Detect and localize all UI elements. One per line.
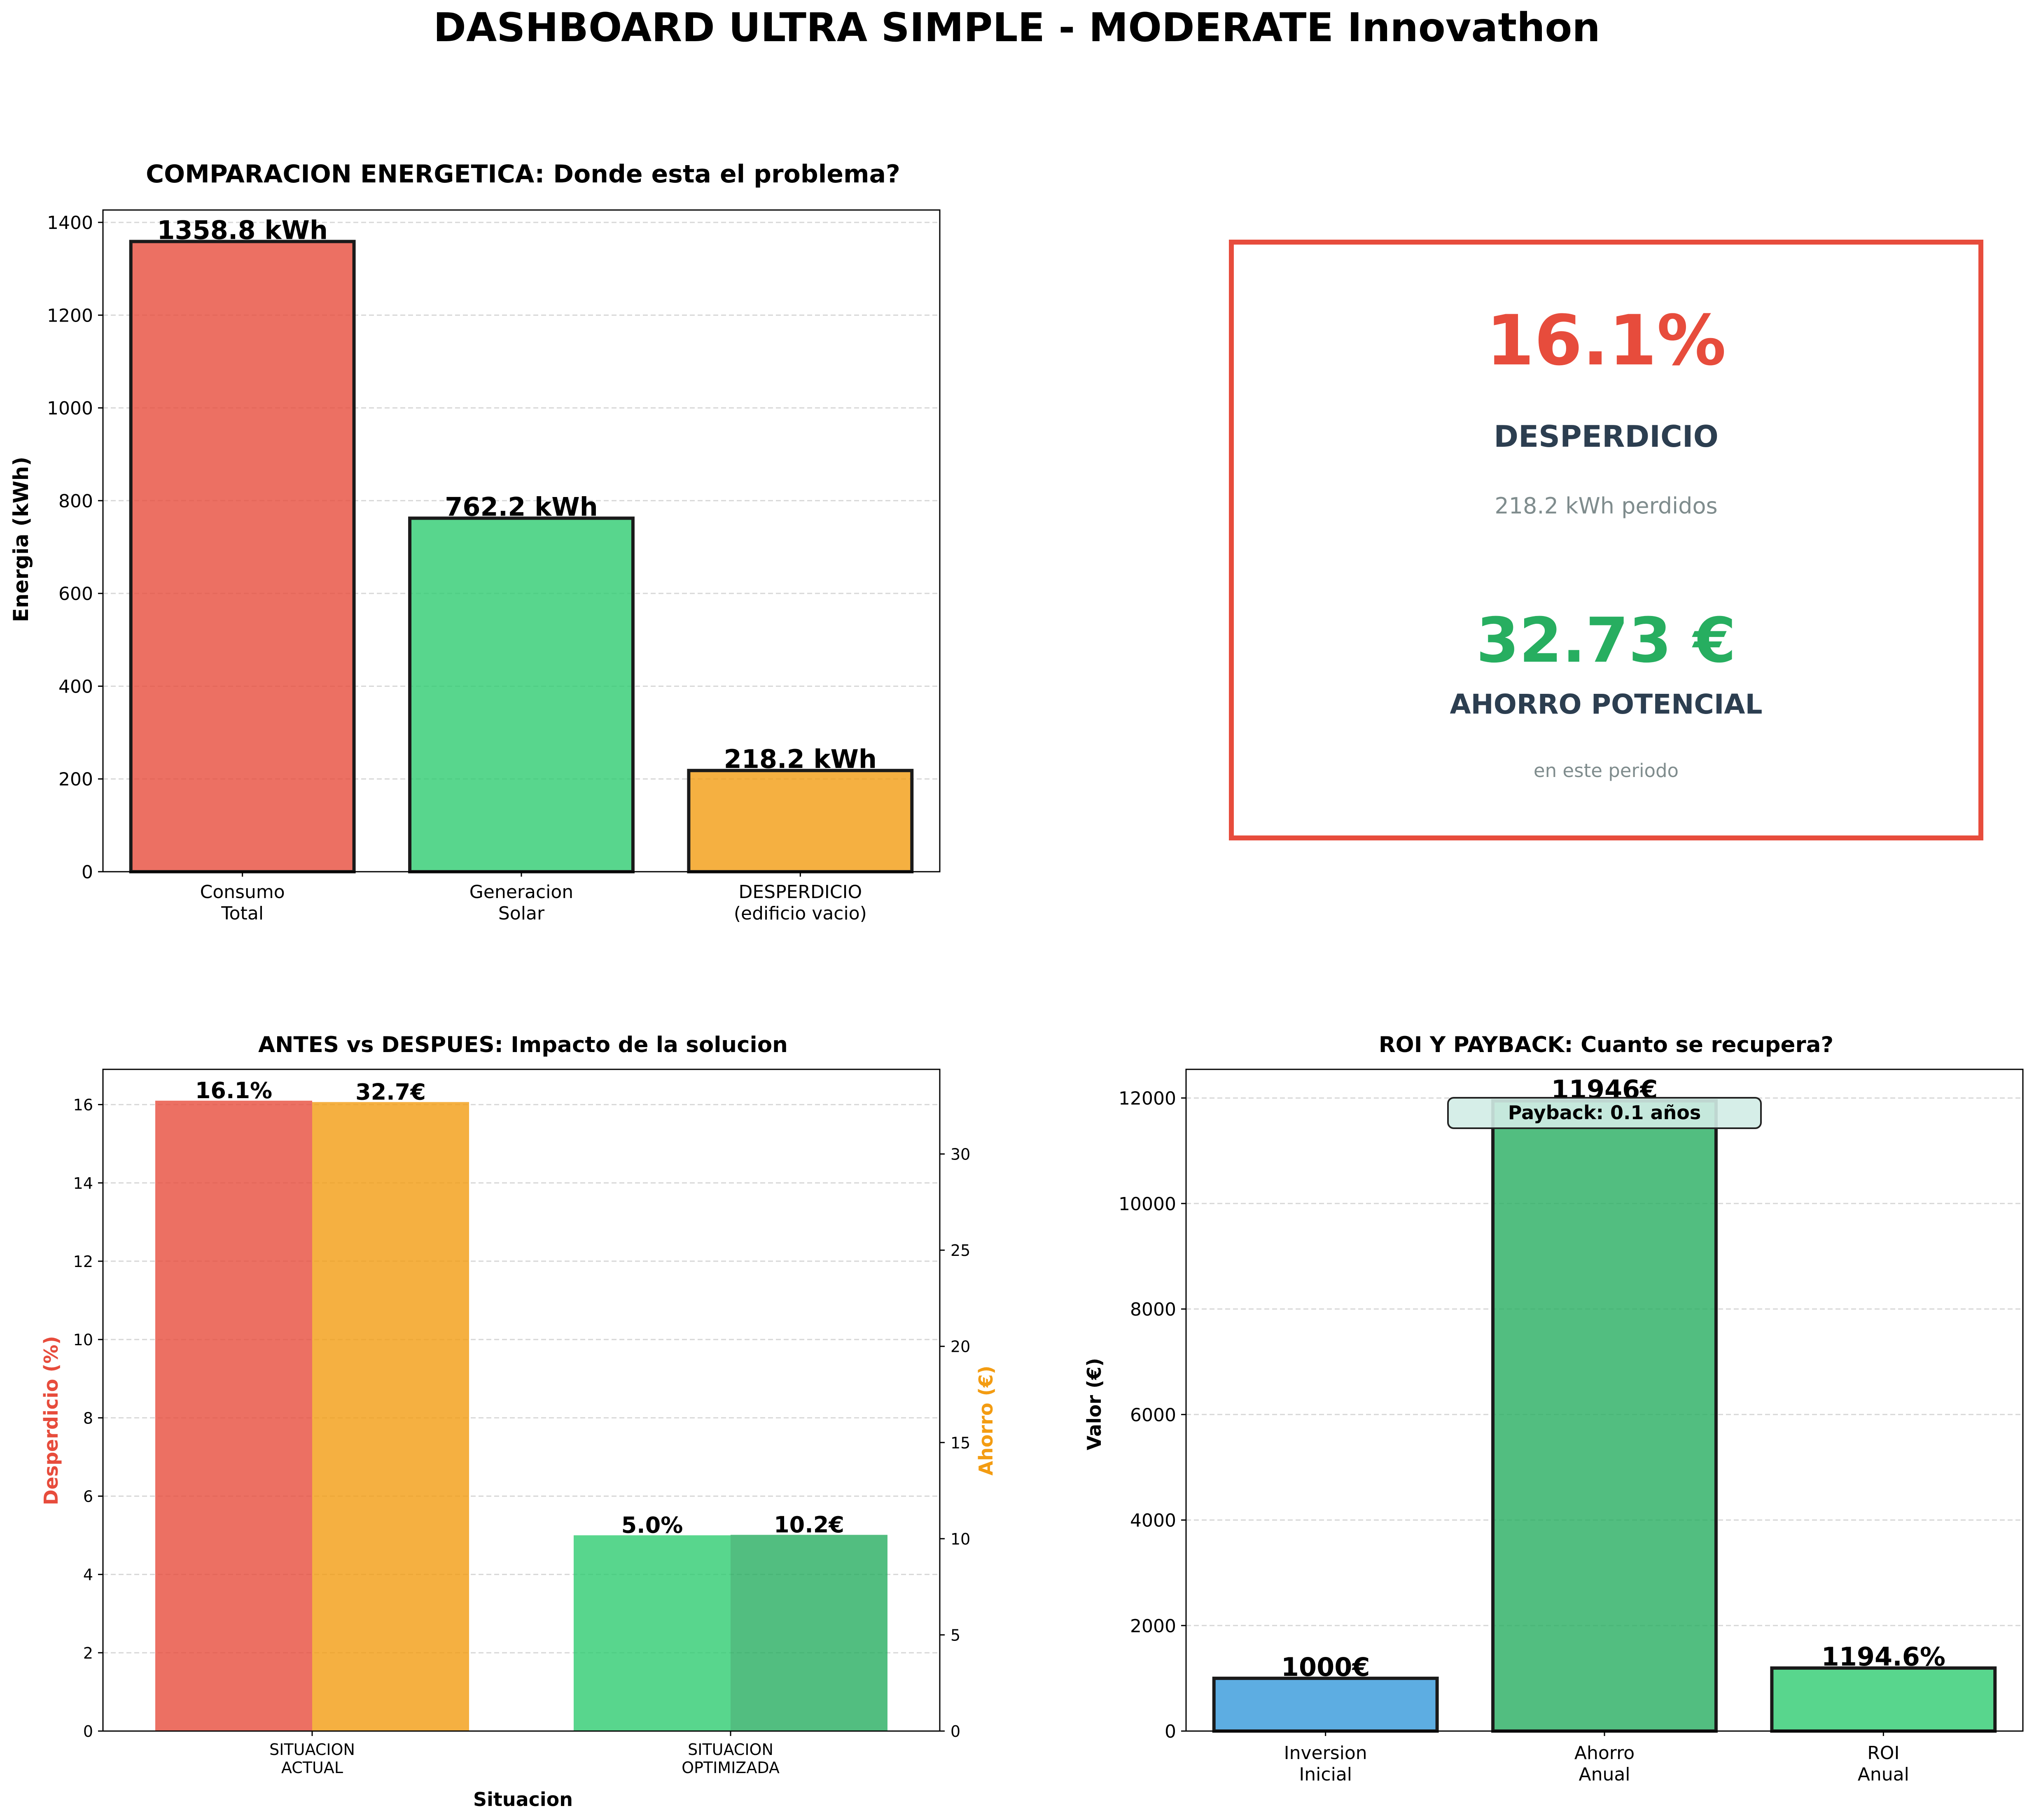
- y-tick-label: 0: [1165, 1721, 1176, 1742]
- waste-axis-label: Desperdicio (%): [40, 1336, 62, 1505]
- y-tick-label: 2: [83, 1644, 93, 1662]
- energy-chart-title: COMPARACION ENERGETICA: Donde esta el pr…: [146, 160, 900, 189]
- y-tick-label: 8: [83, 1409, 93, 1427]
- y-tick-label: 4: [83, 1566, 93, 1584]
- x-tick-label: Anual: [1579, 1764, 1630, 1785]
- y-tick-label: 600: [58, 583, 93, 604]
- bar: [129, 240, 356, 873]
- x-tick-label: (edificio vacio): [734, 903, 867, 924]
- before-after-chart-title: ANTES vs DESPUES: Impacto de la solucion: [258, 1032, 788, 1057]
- bar-value-label: 16.1%: [195, 1078, 272, 1104]
- bar: [731, 1535, 887, 1731]
- right-tick-label: 15: [950, 1434, 970, 1452]
- y-tick-label: 0: [83, 1722, 93, 1741]
- payback-annotation: Payback: 0.1 años: [1508, 1101, 1701, 1124]
- bar: [1770, 1666, 1997, 1733]
- bar-value-label: 1358.8 kWh: [157, 215, 328, 245]
- bar: [1491, 1099, 1718, 1733]
- bar: [574, 1535, 731, 1731]
- payback-annotation-box: [1447, 1097, 1762, 1129]
- y-tick-label: 200: [58, 769, 93, 790]
- bar-value-label: 218.2 kWh: [724, 744, 877, 774]
- right-tick-label: 20: [950, 1338, 970, 1356]
- bar-value-label: 762.2 kWh: [445, 492, 598, 522]
- kpi-panel: 16.1% DESPERDICIO 218.2 kWh perdidos 32.…: [1229, 240, 1983, 840]
- y-tick-label: 4000: [1130, 1510, 1176, 1531]
- y-tick-label: 14: [73, 1174, 93, 1192]
- y-tick-label: 10000: [1119, 1194, 1176, 1215]
- figure-title: DASHBOARD ULTRA SIMPLE - MODERATE Innova…: [433, 5, 1600, 51]
- y-tick-label: 12000: [1119, 1088, 1176, 1109]
- x-tick-label: ROI: [1867, 1743, 1899, 1764]
- y-tick-label: 12: [73, 1253, 93, 1271]
- x-tick-label: OPTIMIZADA: [682, 1759, 780, 1777]
- x-tick-label: ACTUAL: [281, 1759, 343, 1777]
- y-tick-label: 1200: [47, 305, 93, 326]
- y-tick-label: 6000: [1130, 1405, 1176, 1426]
- y-tick-label: 800: [58, 491, 93, 512]
- roi-chart-ylabel: Valor (€): [1083, 1358, 1105, 1450]
- waste-label: DESPERDICIO: [1494, 419, 1719, 454]
- bar: [687, 769, 914, 873]
- y-tick-label: 16: [73, 1096, 93, 1114]
- right-tick-label: 25: [950, 1241, 970, 1260]
- energy-chart-ylabel: Energia (kWh): [9, 457, 33, 622]
- x-tick-label: Inicial: [1299, 1764, 1352, 1785]
- roi-payback-chart: ROI Y PAYBACK: Cuanto se recupera? Valor…: [1083, 1032, 2024, 1785]
- bar-value-label: 1194.6%: [1821, 1642, 1945, 1672]
- x-tick-label: Ahorro: [1574, 1743, 1635, 1764]
- x-tick-label: Total: [221, 903, 264, 924]
- y-tick-label: 6: [83, 1487, 93, 1505]
- plot-frame: [102, 209, 941, 873]
- before-after-xlabel: Situacion: [473, 1788, 573, 1811]
- x-tick-label: Solar: [498, 903, 545, 924]
- savings-label: AHORRO POTENCIAL: [1450, 688, 1762, 720]
- x-tick-label: SITUACION: [688, 1741, 773, 1759]
- y-tick-label: 0: [82, 862, 93, 883]
- plot-frame: [1185, 1069, 2024, 1732]
- waste-percentage: 16.1%: [1486, 300, 1726, 381]
- y-tick-label: 400: [58, 676, 93, 697]
- kpi-panel-border: [1229, 240, 1983, 840]
- bar-value-label: 1000€: [1281, 1652, 1370, 1682]
- bar-value-label: 5.0%: [621, 1512, 683, 1538]
- savings-axis-label: Ahorro (€): [975, 1366, 997, 1476]
- waste-detail: 218.2 kWh perdidos: [1495, 493, 1717, 519]
- right-tick-label: 0: [950, 1722, 960, 1741]
- x-tick-label: Generacion: [469, 882, 573, 903]
- y-tick-label: 8000: [1130, 1299, 1176, 1320]
- plot-frame: [102, 1069, 941, 1732]
- x-tick-label: DESPERDICIO: [738, 882, 862, 903]
- y-tick-label: 1400: [47, 212, 93, 233]
- x-tick-label: Inversion: [1284, 1743, 1367, 1764]
- y-tick-label: 1000: [47, 398, 93, 419]
- bar: [1212, 1676, 1439, 1733]
- x-tick-label: SITUACION: [269, 1741, 355, 1759]
- bar: [312, 1102, 469, 1731]
- y-tick-label: 10: [73, 1331, 93, 1349]
- energy-comparison-chart: COMPARACION ENERGETICA: Donde esta el pr…: [9, 160, 941, 924]
- savings-detail: en este periodo: [1534, 760, 1679, 782]
- roi-chart-title: ROI Y PAYBACK: Cuanto se recupera?: [1379, 1032, 1833, 1057]
- bar-value-label: 10.2€: [774, 1512, 844, 1538]
- bar-value-label: 32.7€: [355, 1079, 426, 1105]
- right-tick-label: 5: [950, 1626, 960, 1644]
- y-tick-label: 2000: [1130, 1616, 1176, 1637]
- savings-amount: 32.73 €: [1476, 605, 1736, 677]
- right-tick-label: 10: [950, 1530, 970, 1548]
- x-tick-label: Consumo: [200, 882, 285, 903]
- before-after-chart: ANTES vs DESPUES: Impacto de la solucion…: [40, 1032, 997, 1811]
- right-tick-label: 30: [950, 1146, 970, 1164]
- bar: [155, 1101, 312, 1731]
- x-tick-label: Anual: [1858, 1764, 1909, 1785]
- bar: [408, 516, 635, 873]
